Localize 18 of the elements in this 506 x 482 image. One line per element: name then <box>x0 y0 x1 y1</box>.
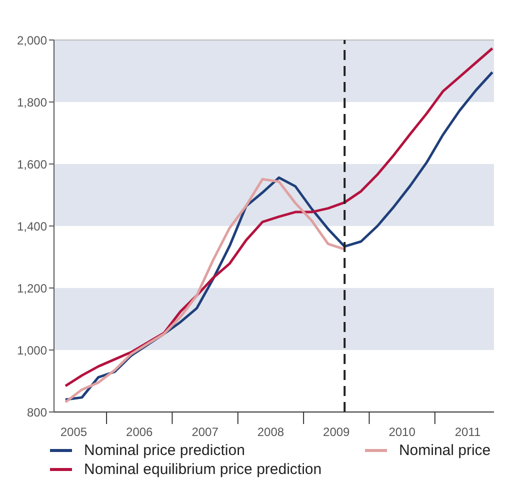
x-tick-label: 2007 <box>192 425 219 439</box>
legend-label: Nominal price <box>398 442 491 459</box>
y-tick-label: 1,400 <box>16 219 48 234</box>
x-tick-label: 2009 <box>323 425 350 439</box>
y-tick-label: 800 <box>26 405 48 420</box>
legend-label: Nominal price prediction <box>84 442 245 459</box>
legend-label: Nominal equilibrium price prediction <box>84 461 322 478</box>
y-tick-label: 2,000 <box>16 33 48 48</box>
x-tick-label: 2005 <box>60 425 88 439</box>
y-tick-label: 1,600 <box>16 157 48 172</box>
y-tick-label: 1,000 <box>16 343 48 358</box>
y-tick-label: 1,800 <box>16 95 48 110</box>
x-tick-label: 2010 <box>388 425 416 439</box>
x-tick-label: 2011 <box>454 425 481 439</box>
x-tick-label: 2006 <box>126 425 154 439</box>
y-tick-label: 1,200 <box>16 281 48 296</box>
line-series <box>64 178 346 404</box>
x-tick-label: 2008 <box>257 425 284 439</box>
